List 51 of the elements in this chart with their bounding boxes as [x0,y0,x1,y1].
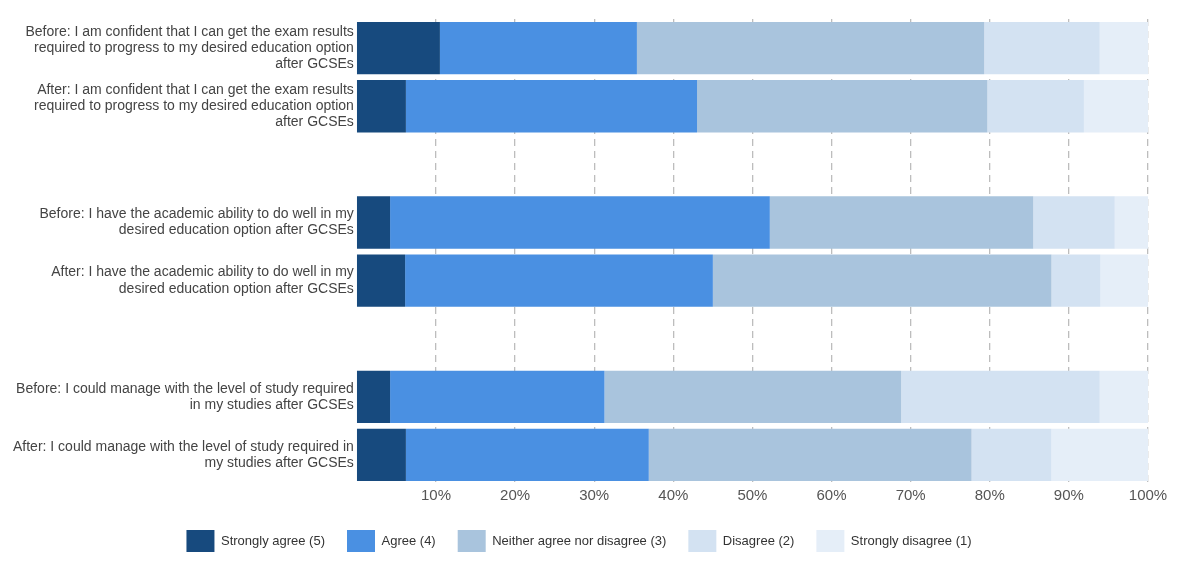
x-tick-label: 90% [1053,486,1084,504]
x-tick-label: 70% [895,486,926,504]
bar [356,254,406,307]
y-tick-label: After: I have the academic ability to do well in my desired education option after GCSEs [51,263,354,296]
bar [769,196,1034,249]
bar [1033,196,1115,249]
x-tick-label: 10% [420,486,451,504]
bar [356,22,440,75]
legend-label: Strongly disagree (1) [850,532,972,548]
bar [901,370,1100,423]
y-tick-label: Before: I am confident that I can get the exam results required to progress to my desired education option after GCSEs [25,22,354,72]
bar [1099,22,1148,75]
bar [356,196,391,249]
bar [1051,254,1101,307]
bar [697,80,988,133]
bar [1099,370,1148,423]
x-tick-label: 60% [816,486,847,504]
bar [390,196,770,249]
x-tick-label: 20% [500,486,531,504]
bar [405,80,698,133]
bar [987,80,1084,133]
bar [1114,196,1148,249]
y-tick-label: Before: I could manage with the level of study required in my studies after GCSEs [16,379,354,412]
bar [604,370,902,423]
bar [405,428,649,482]
bar [648,428,972,482]
bar [984,22,1100,75]
y-tick-label: After: I am confident that I can get the exam results required to progress to my desired education option after GCSEs [33,81,354,130]
x-tick-label: 50% [737,486,768,504]
x-tick-label: 80% [974,486,1005,504]
bar [712,254,1052,307]
bar [1051,428,1148,482]
bar [356,370,391,423]
bar [390,370,605,423]
bar [356,428,406,482]
x-tick-label: 100% [1128,486,1168,504]
y-tick-label: After: I could manage with the level of study required in my studies after GCSEs [12,437,354,470]
bar [1083,80,1148,133]
bar [1100,254,1148,307]
x-tick-label: 40% [658,486,689,504]
bar [405,254,713,307]
bar [971,428,1052,482]
bar [356,80,406,133]
x-tick-label: 30% [579,486,610,504]
legend-label: Agree (4) [381,532,436,548]
legend-label: Disagree (2) [722,532,795,548]
y-tick-label: Before: I have the academic ability to do well in my desired education option after GCSEs [39,205,354,238]
bar [636,22,985,75]
legend-label: Strongly agree (5) [220,532,326,548]
bar [439,22,637,75]
legend-label: Neither agree nor disagree (3) [492,532,667,548]
